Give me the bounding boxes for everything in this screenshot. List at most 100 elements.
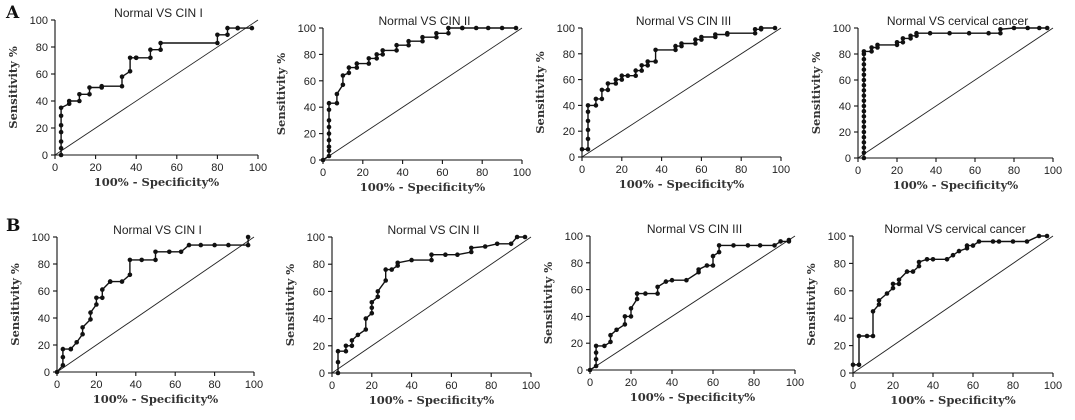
y-tick-label: 100 [828, 231, 846, 243]
roc-point [693, 41, 698, 46]
x-tick-label: 60 [707, 377, 719, 389]
x-tick-label: 60 [969, 165, 981, 177]
x-tick-label: 60 [445, 380, 457, 392]
y-tick-label: 80 [571, 258, 583, 270]
y-tick-label: 40 [38, 313, 50, 325]
roc-point [663, 279, 669, 284]
roc-point [320, 157, 326, 163]
roc-point [375, 289, 381, 294]
roc-point [908, 33, 913, 39]
roc-point [1044, 233, 1050, 239]
roc-point [875, 42, 880, 48]
roc-point [215, 40, 220, 46]
roc-point [127, 55, 133, 61]
y-tick-label: 20 [313, 341, 325, 353]
roc-point [1044, 25, 1050, 31]
roc-point [593, 350, 599, 355]
roc-point [679, 41, 684, 46]
x-tick-label: 80 [735, 164, 747, 176]
roc-point [326, 153, 332, 159]
roc-point [522, 234, 528, 240]
roc-point [731, 243, 736, 248]
roc-point [894, 40, 900, 45]
roc-point [513, 25, 519, 31]
y-tick-label: 80 [313, 259, 325, 271]
roc-point [645, 59, 650, 64]
roc-point [634, 291, 640, 296]
roc-point [628, 306, 634, 311]
roc-point [469, 245, 474, 251]
x-tick-label: 80 [211, 162, 223, 174]
roc-point [225, 32, 230, 38]
roc-point [904, 269, 910, 274]
roc-point [366, 61, 372, 66]
roc-point [374, 56, 380, 61]
roc-point [326, 131, 332, 136]
roc-point [861, 82, 867, 88]
roc-point [499, 25, 505, 31]
roc-point [473, 25, 479, 31]
roc-point [625, 73, 631, 78]
roc-point [326, 148, 332, 154]
roc-point [713, 32, 718, 37]
y-axis-label: Sensitivity % [804, 263, 818, 346]
roc-point [986, 30, 991, 36]
roc-point [335, 370, 341, 376]
roc-point [585, 118, 591, 124]
y-tick-label: 20 [304, 129, 316, 141]
roc-point [66, 98, 72, 104]
y-tick-label: 60 [571, 285, 583, 297]
roc-point [482, 244, 488, 249]
roc-point [54, 369, 60, 375]
y-tick-label: 100 [565, 231, 583, 243]
roc-point [876, 302, 882, 307]
y-tick-label: 100 [298, 23, 316, 35]
roc-point [369, 305, 375, 311]
reference-diagonal [322, 27, 523, 161]
roc-point [633, 73, 638, 78]
roc-point [602, 343, 607, 349]
roc-point [916, 259, 922, 265]
roc-point [861, 124, 867, 130]
roc-point [355, 332, 361, 338]
roc-point [383, 278, 389, 283]
roc-point [508, 241, 514, 247]
roc-point [673, 47, 678, 53]
roc-point [655, 284, 660, 290]
roc-point [133, 55, 139, 61]
reference-diagonal [581, 27, 782, 158]
roc-point [212, 242, 217, 248]
roc-point [80, 325, 85, 330]
y-tick-label: 0 [42, 150, 48, 162]
x-tick-label: 20 [891, 165, 903, 177]
y-tick-label: 100 [32, 232, 50, 244]
reference-diagonal [589, 235, 796, 371]
y-tick-label: 60 [313, 286, 325, 298]
x-tick-label: 60 [171, 162, 183, 174]
roc-point [861, 155, 867, 161]
roc-point [326, 107, 332, 113]
chart-title: Normal VS cervical cancer [884, 222, 1025, 236]
roc-point [752, 27, 758, 32]
roc-point [956, 248, 962, 254]
roc-point [158, 40, 163, 46]
roc-point [653, 47, 658, 53]
panel-letter-b: B [6, 216, 20, 236]
roc-point [861, 67, 867, 72]
x-tick-label: 0 [579, 164, 585, 176]
x-tick-label: 60 [169, 379, 181, 391]
x-tick-label: 100 [1044, 165, 1062, 177]
y-tick-label: 20 [38, 340, 50, 352]
roc-point [119, 74, 125, 79]
x-tick-label: 0 [320, 167, 326, 179]
roc-point [622, 314, 628, 319]
roc-point [861, 140, 867, 145]
roc-point [60, 354, 66, 360]
roc-point [369, 300, 375, 305]
roc-point [964, 243, 970, 248]
x-tick-label: 60 [967, 380, 979, 392]
roc-point [127, 257, 133, 263]
x-tick-label: 0 [855, 165, 861, 177]
roc-point [178, 249, 184, 255]
